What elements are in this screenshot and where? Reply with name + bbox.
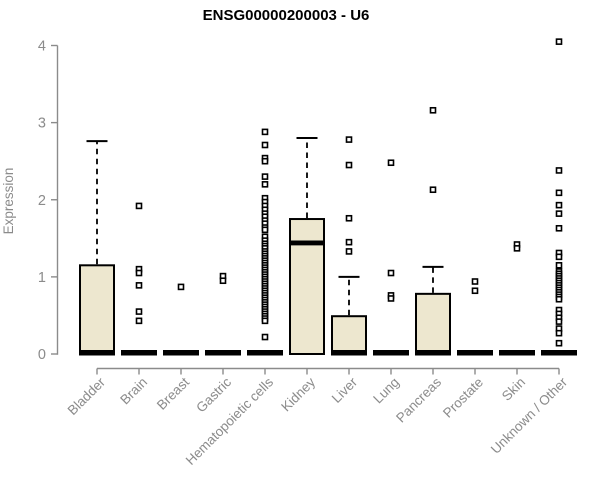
x-category-label: Prostate [440, 375, 486, 421]
outlier-point [555, 253, 563, 261]
outlier-point [555, 210, 563, 217]
outlier-point [429, 186, 437, 194]
outlier-point [555, 201, 563, 209]
outlier-point [135, 202, 143, 210]
x-category-label: Brain [117, 375, 150, 408]
outlier-point [261, 128, 269, 136]
box-group-breast [163, 283, 199, 356]
outlier-point [261, 141, 269, 149]
outlier-point [555, 318, 563, 325]
outlier-point [555, 224, 563, 232]
outlier-point [429, 106, 437, 114]
outlier-point [555, 295, 563, 303]
outlier-point [471, 287, 479, 295]
outlier-point [345, 238, 353, 246]
outlier-point [135, 317, 143, 325]
x-category-label: Breast [154, 374, 192, 412]
outlier-point [345, 214, 353, 222]
outlier-point [345, 161, 353, 169]
x-category-label: Pancreas [393, 374, 444, 425]
y-axis-title: Expression [1, 168, 16, 235]
outlier-point [387, 295, 395, 302]
x-category-label: Lung [370, 375, 402, 407]
outlier-point [135, 282, 143, 289]
y-tick-label: 1 [38, 270, 46, 286]
outlier-point [219, 277, 227, 285]
box-group-hematopoietic-cells [247, 128, 283, 356]
box-group-liver [331, 136, 367, 356]
x-category-label: Unknown / Other [488, 374, 571, 457]
x-category-label: Skin [499, 375, 528, 404]
box-group-brain [121, 202, 157, 356]
outlier-point [555, 167, 563, 174]
outlier-point [177, 283, 185, 291]
x-category-label: Liver [329, 374, 361, 406]
y-tick-label: 2 [38, 193, 46, 209]
box-group-gastric [205, 272, 241, 356]
outlier-point [555, 329, 563, 337]
y-tick-label: 4 [38, 39, 46, 55]
y-tick-label: 0 [38, 347, 46, 363]
x-category-label: Kidney [278, 374, 318, 414]
box-group-pancreas [415, 106, 451, 356]
outlier-point [261, 317, 269, 325]
outlier-point [387, 269, 395, 277]
outlier-point [135, 308, 143, 315]
outlier-point [261, 157, 269, 165]
outlier-point [471, 278, 479, 285]
box-rect [79, 264, 115, 355]
box-rect [289, 218, 325, 355]
box-group-kidney [289, 137, 325, 355]
outlier-point [555, 38, 563, 45]
x-category-label: Gastric [193, 374, 234, 415]
outlier-point [261, 173, 269, 180]
outlier-point [555, 189, 563, 197]
chart-title: ENSG00000200003 - U6 [203, 7, 370, 24]
outlier-point [555, 262, 563, 269]
y-tick-label: 3 [38, 116, 46, 132]
outlier-point [345, 136, 353, 143]
box-group-lung [373, 159, 409, 356]
box-rect [415, 292, 451, 355]
box-group-skin [499, 241, 535, 356]
x-category-label: Bladder [65, 374, 109, 418]
box-group-unknown-other [541, 38, 577, 356]
outlier-point [555, 339, 563, 347]
outlier-point [261, 226, 269, 234]
box-group-prostate [457, 278, 493, 356]
box-group-bladder [79, 140, 115, 356]
box-rect [331, 315, 367, 355]
outlier-point [261, 333, 269, 341]
outlier-point [387, 159, 395, 167]
outlier-point [513, 245, 521, 252]
outlier-point [261, 181, 269, 188]
outlier-point [135, 269, 143, 277]
outlier-point [345, 248, 353, 255]
